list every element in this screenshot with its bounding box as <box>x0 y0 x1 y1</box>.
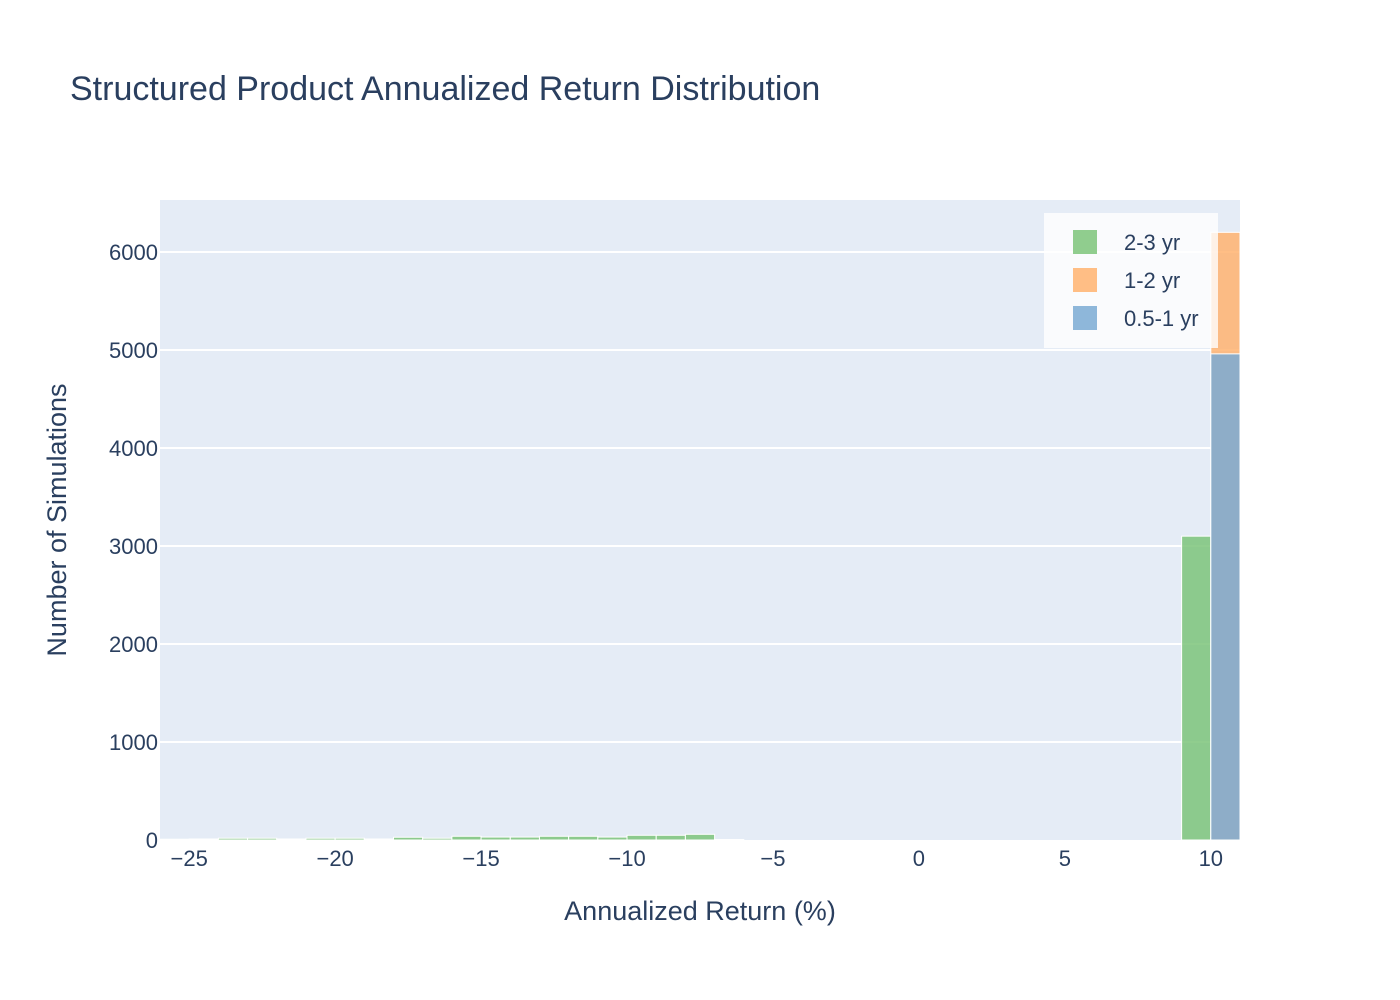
bar <box>538 835 570 841</box>
bar <box>159 838 190 841</box>
legend-label: 2-3 yr <box>1124 230 1180 255</box>
bar <box>568 835 599 841</box>
legend-item[interactable]: 1-2 yr <box>1073 268 1180 293</box>
x-tick-label: −5 <box>760 846 785 871</box>
bar <box>509 836 540 841</box>
bar <box>597 836 628 841</box>
y-tick-label: 1000 <box>109 730 158 755</box>
legend-swatch <box>1073 230 1097 254</box>
legend-swatch <box>1073 306 1097 330</box>
bar <box>334 837 365 841</box>
bar <box>1181 535 1212 841</box>
legend-swatch <box>1073 268 1097 292</box>
bar <box>217 837 249 841</box>
x-tick-label: 5 <box>1059 846 1071 871</box>
x-tick-label: −25 <box>171 846 208 871</box>
bar <box>276 838 307 841</box>
bar <box>684 833 716 841</box>
x-axis-title: Annualized Return (%) <box>564 896 836 926</box>
legend-item[interactable]: 2-3 yr <box>1073 230 1180 255</box>
x-tick-label: 10 <box>1199 846 1223 871</box>
bar <box>422 837 453 841</box>
y-tick-label: 2000 <box>109 632 158 657</box>
legend[interactable]: 2-3 yr 1-2 yr 0.5-1 yr <box>1044 213 1218 348</box>
series-2 <box>1210 353 1241 841</box>
x-axis-ticks: −25 −20 −15 −10 −5 0 5 10 <box>171 846 1224 871</box>
bar <box>655 834 686 841</box>
bar <box>1210 353 1241 841</box>
bar <box>247 837 278 841</box>
legend-label: 0.5-1 yr <box>1124 306 1199 331</box>
chart-title: Structured Product Annualized Return Dis… <box>70 70 820 108</box>
legend-label: 1-2 yr <box>1124 268 1180 293</box>
y-axis-title: Number of Simulations <box>42 383 72 656</box>
legend-item[interactable]: 0.5-1 yr <box>1073 306 1199 331</box>
y-tick-label: 4000 <box>109 436 158 461</box>
x-tick-label: −15 <box>462 846 499 871</box>
bars <box>159 231 1241 841</box>
bar <box>480 836 511 841</box>
y-axis-ticks: 0 1000 2000 3000 4000 5000 6000 <box>109 240 158 853</box>
y-tick-label: 3000 <box>109 534 158 559</box>
bar <box>451 835 482 841</box>
x-tick-label: 0 <box>913 846 925 871</box>
bar <box>626 834 657 841</box>
bar <box>305 837 336 841</box>
bar <box>188 838 219 841</box>
y-tick-label: 6000 <box>109 240 158 265</box>
x-tick-label: −20 <box>316 846 353 871</box>
bar <box>363 838 395 841</box>
y-tick-label: 5000 <box>109 338 158 363</box>
bar <box>393 836 424 841</box>
x-tick-label: −10 <box>608 846 645 871</box>
y-tick-label: 0 <box>146 828 158 853</box>
